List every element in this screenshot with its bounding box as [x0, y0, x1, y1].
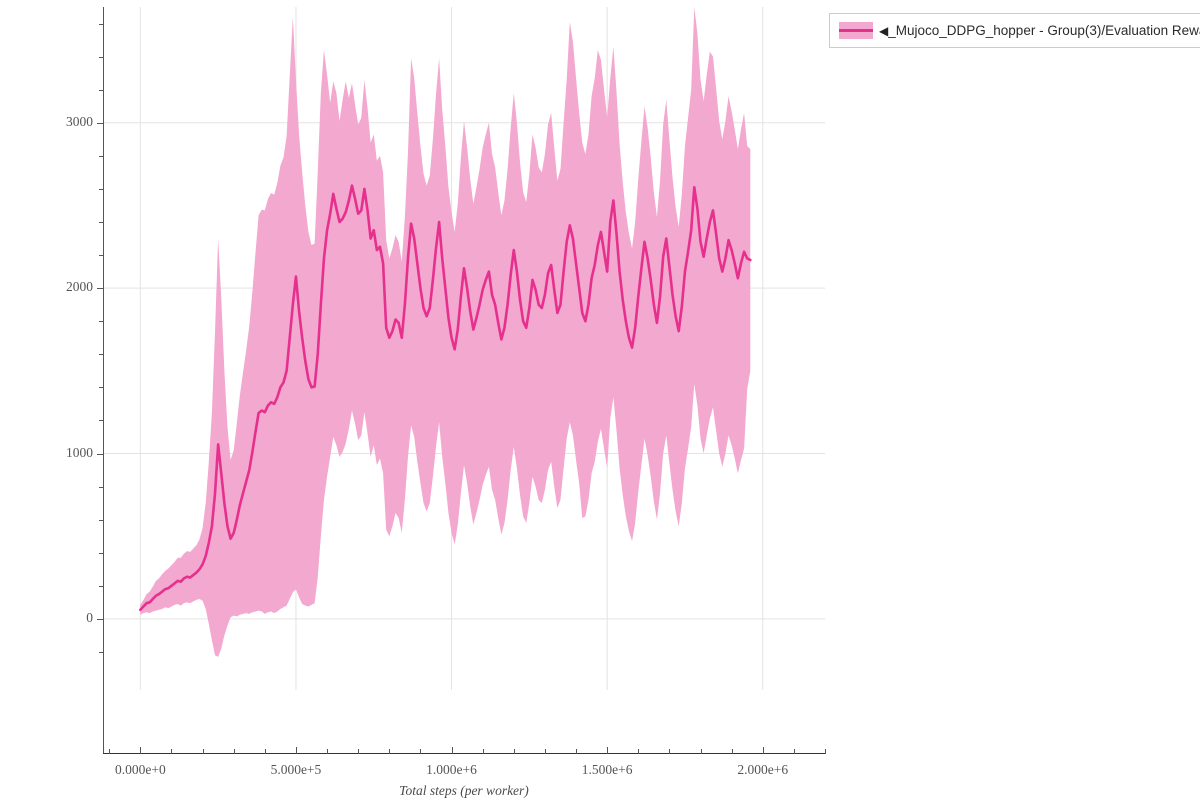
x-minor-tick [109, 749, 111, 754]
x-minor-tick [202, 749, 204, 754]
x-axis-spine [103, 753, 825, 754]
x-tick-mark [140, 747, 142, 754]
x-minor-tick [793, 749, 795, 754]
x-minor-tick [731, 749, 733, 754]
legend-line-swatch [839, 29, 873, 32]
legend-swatch [839, 22, 873, 39]
y-tick-mark [97, 288, 104, 290]
x-axis-title: Total steps (per worker) [399, 783, 529, 798]
y-minor-tick [99, 486, 104, 488]
y-tick-label: 3000 [66, 113, 93, 129]
y-tick-mark [97, 618, 104, 620]
x-minor-tick [233, 749, 235, 754]
x-tick-label: 1.000e+6 [426, 762, 477, 777]
y-minor-tick [99, 155, 104, 157]
x-minor-tick [389, 749, 391, 754]
y-tick-label: 1000 [66, 444, 93, 460]
y-tick-label: 2000 [66, 279, 93, 295]
y-minor-tick [99, 354, 104, 356]
legend[interactable]: ◀ _Mujoco_DDPG_hopper - Group(3)/Evaluat… [829, 13, 1200, 48]
x-minor-tick [482, 749, 484, 754]
y-minor-tick [99, 552, 104, 554]
x-minor-tick [513, 749, 515, 754]
x-tick-label: 5.000e+5 [270, 762, 322, 777]
x-minor-tick [700, 749, 702, 754]
y-minor-tick [99, 585, 104, 587]
x-minor-tick [638, 749, 640, 754]
x-minor-tick [327, 749, 329, 754]
x-tick-label: 0.000e+0 [114, 762, 166, 777]
y-tick-mark [97, 453, 104, 455]
y-minor-tick [99, 56, 104, 58]
y-minor-tick [99, 221, 104, 223]
y-minor-tick [99, 387, 104, 389]
confidence-band [140, 7, 751, 657]
x-tick-mark [451, 747, 453, 754]
x-tick-label: 1.500e+6 [581, 762, 633, 777]
y-minor-tick [99, 420, 104, 422]
x-minor-tick [825, 749, 826, 754]
legend-label: _Mujoco_DDPG_hopper - Group(3)/Evaluatio… [888, 23, 1200, 38]
y-minor-tick [99, 188, 104, 190]
y-minor-tick [99, 23, 104, 25]
x-minor-tick [171, 749, 173, 754]
x-minor-tick [358, 749, 360, 754]
x-minor-tick [420, 749, 422, 754]
y-minor-tick [99, 255, 104, 257]
chart-canvas [103, 7, 825, 690]
y-minor-tick [99, 519, 104, 521]
y-minor-tick [99, 89, 104, 91]
y-axis-spine [103, 7, 104, 753]
x-tick-label: 2.000e+6 [737, 762, 789, 777]
x-minor-tick [544, 749, 546, 754]
y-minor-tick [99, 651, 104, 653]
y-tick-mark [97, 122, 104, 124]
x-tick-mark [607, 747, 609, 754]
x-tick-mark [762, 747, 764, 754]
x-tick-mark [295, 747, 297, 754]
x-minor-tick [576, 749, 578, 754]
x-minor-tick [669, 749, 671, 754]
plot-area [103, 7, 825, 690]
mean-line [139, 184, 752, 612]
x-minor-tick [264, 749, 266, 754]
y-tick-label: 0 [86, 609, 93, 625]
legend-triangle-icon: ◀ [879, 23, 889, 38]
y-minor-tick [99, 321, 104, 323]
